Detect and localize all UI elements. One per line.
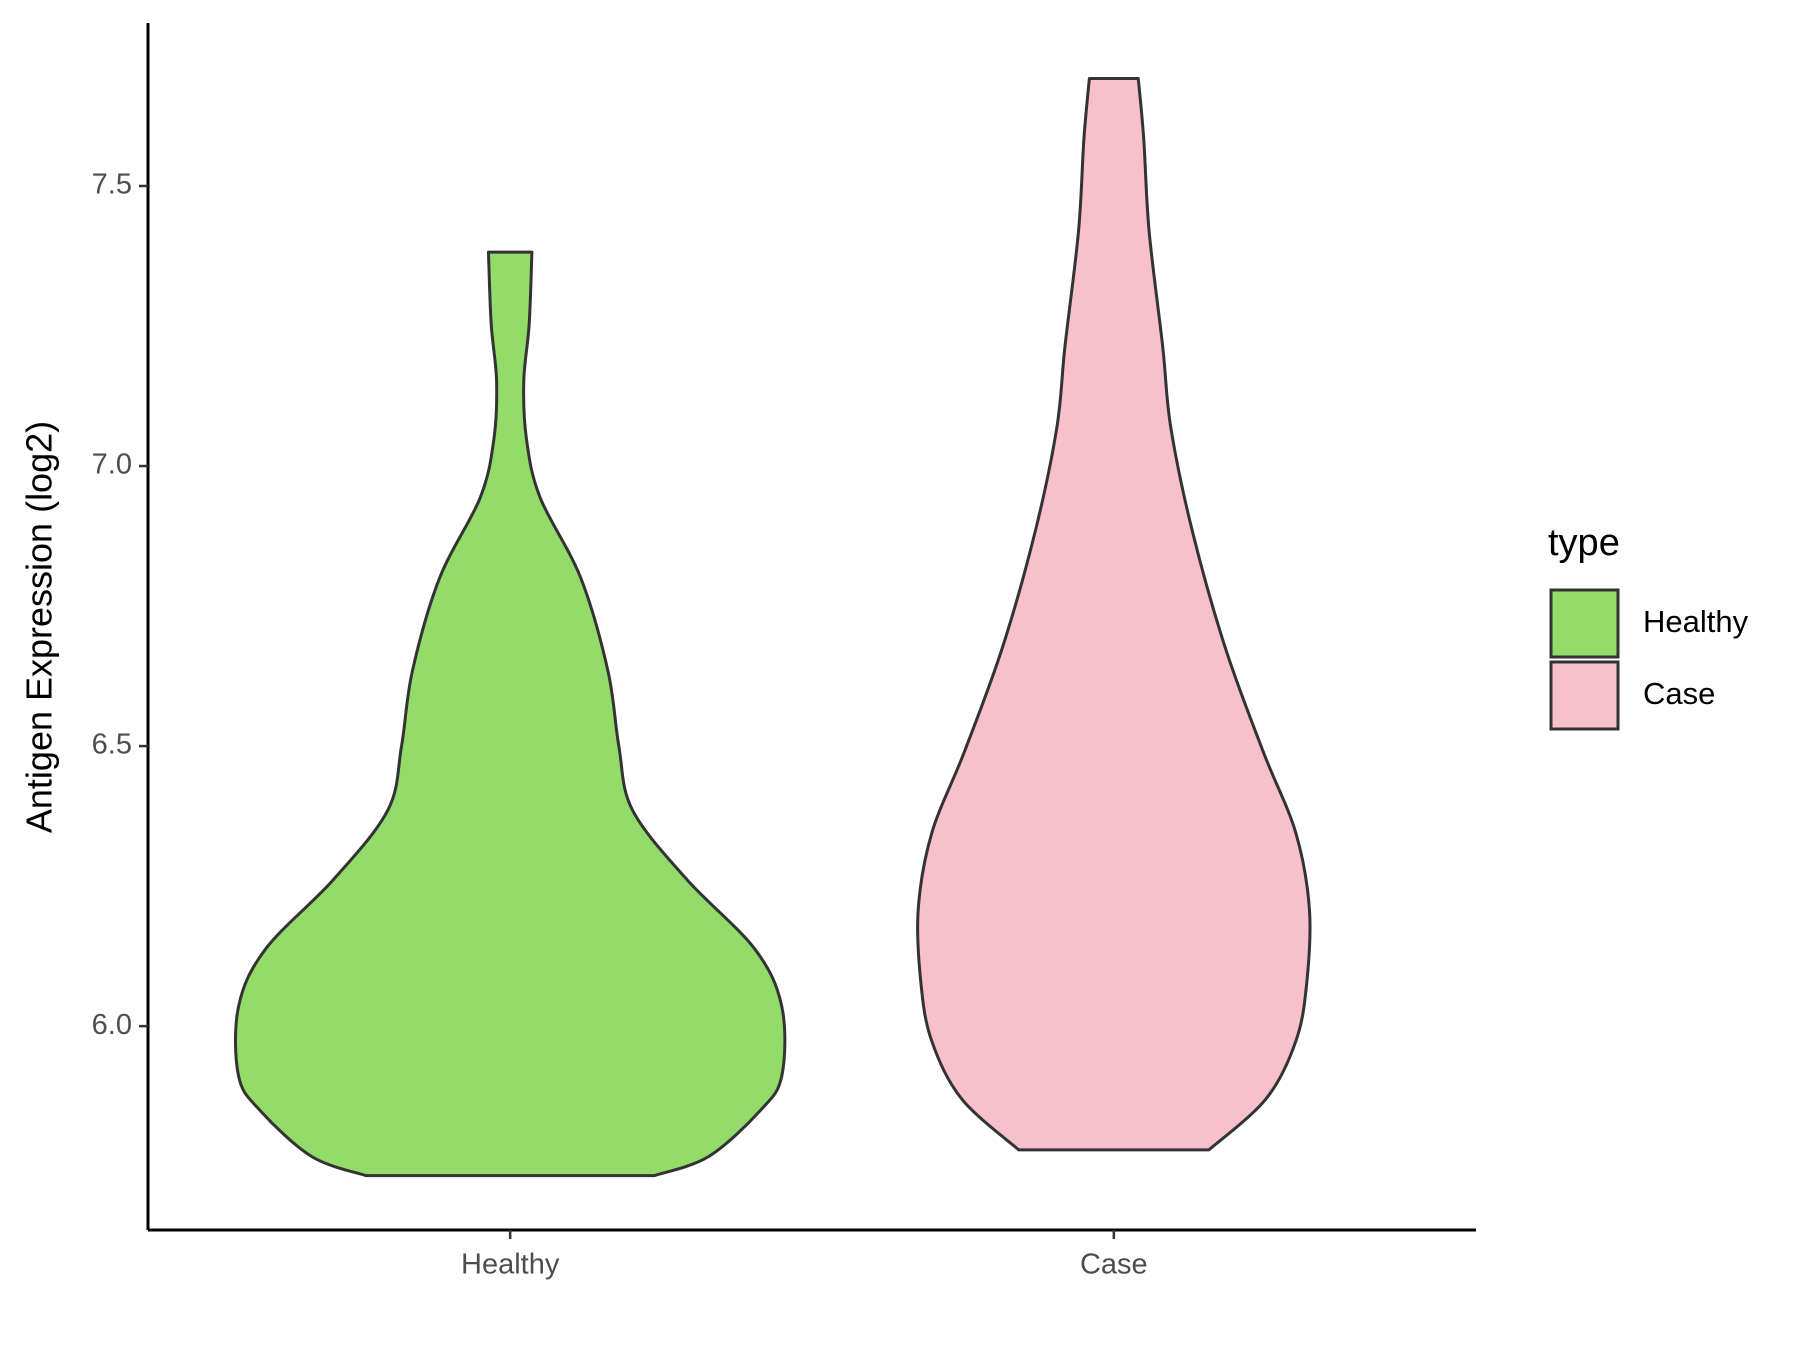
y-tick-label: 7.0 [92, 449, 132, 481]
x-tick-label: Case [1080, 1249, 1148, 1281]
y-tick-label: 6.0 [92, 1009, 132, 1041]
y-tick-label: 6.5 [92, 729, 132, 761]
legend-label: Healthy [1643, 604, 1749, 639]
x-tick-label: Healthy [461, 1249, 560, 1281]
legend-label: Case [1643, 676, 1715, 711]
legend-swatch [1549, 660, 1620, 731]
y-tick-label: 7.5 [92, 169, 132, 201]
legend-swatch [1549, 588, 1620, 659]
violin [916, 76, 1312, 1152]
legend-title: type [1548, 522, 1620, 564]
y-axis-title: Antigen Expression (log2) [19, 421, 60, 833]
violin [233, 250, 787, 1178]
